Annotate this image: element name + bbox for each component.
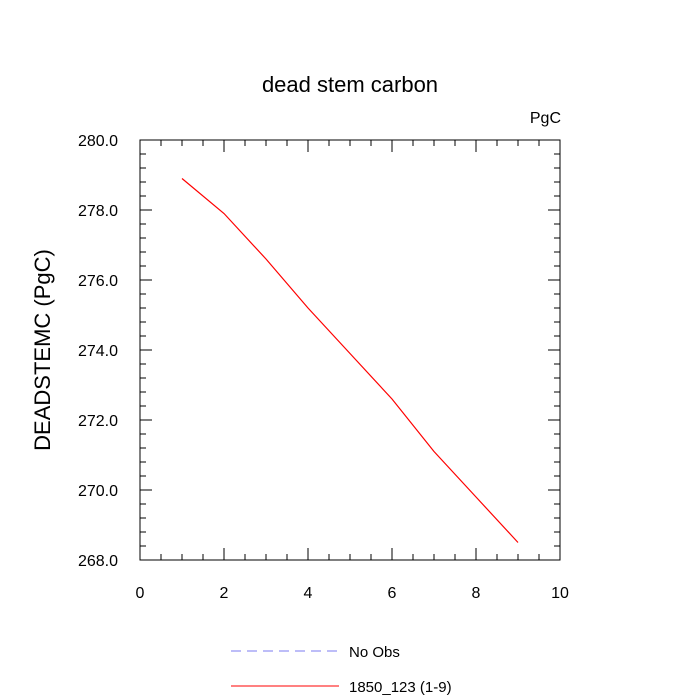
x-tick-label: 0 — [136, 585, 145, 602]
legend: No Obs 1850_123 (1-9) — [231, 644, 452, 696]
y-tick-label: 272.0 — [78, 413, 118, 430]
y-tick-label: 268.0 — [78, 553, 118, 570]
y-tick-label: 274.0 — [78, 343, 118, 360]
series-lines — [181, 178, 519, 543]
x-tick-label: 10 — [551, 585, 569, 602]
legend-label: No Obs — [349, 644, 400, 661]
x-tick-label: 8 — [472, 585, 481, 602]
y-axis-label: DEADSTEMC (PgC) — [30, 249, 55, 451]
y-tick-label: 276.0 — [78, 273, 118, 290]
plot-frame — [139, 139, 561, 561]
x-tick-label: 4 — [304, 585, 313, 602]
units-label: PgC — [530, 110, 561, 127]
x-tick-label: 6 — [388, 585, 397, 602]
y-tick-label: 278.0 — [78, 203, 118, 220]
y-tick-label: 270.0 — [78, 483, 118, 500]
legend-label: 1850_123 (1-9) — [349, 679, 452, 696]
axis-ticks — [139, 139, 561, 561]
y-tick-label: 280.0 — [78, 133, 118, 150]
x-tick-label: 2 — [220, 585, 229, 602]
series-line — [181, 178, 519, 543]
chart-title: dead stem carbon — [262, 72, 438, 97]
tick-labels: 0 2 4 6 8 10 268.0 270.0 272.0 274.0 276.0 278.0 280… — [78, 133, 569, 602]
